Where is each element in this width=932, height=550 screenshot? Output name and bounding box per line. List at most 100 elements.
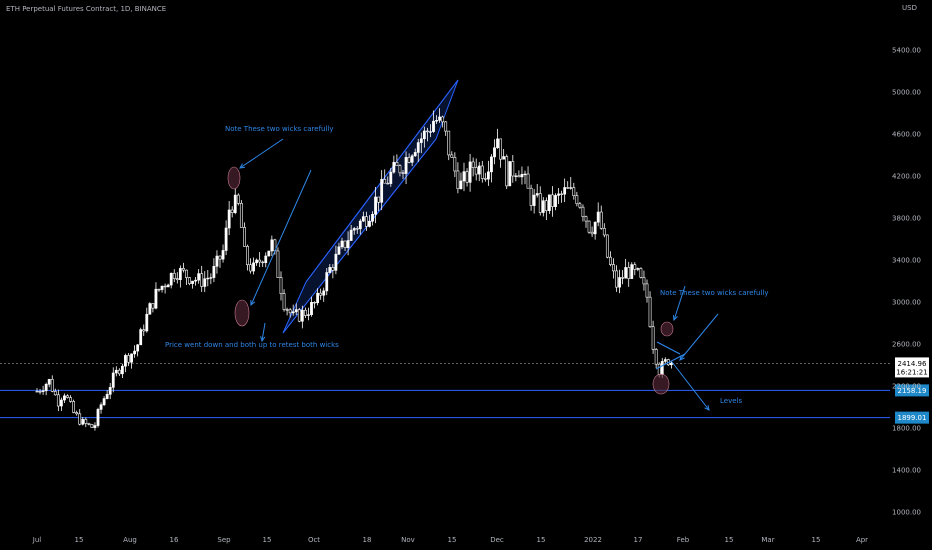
candle [517, 170, 521, 178]
candle [163, 283, 167, 294]
candle-body [227, 209, 231, 229]
candle [465, 168, 469, 187]
candle-body [279, 277, 283, 294]
candle-body [499, 138, 503, 160]
candle-body [395, 162, 399, 166]
candle [56, 389, 60, 412]
candle-body [322, 290, 326, 296]
candle-body [425, 130, 429, 133]
candle-body [53, 391, 57, 396]
candle [563, 178, 567, 203]
candle [93, 422, 97, 431]
candle [66, 394, 69, 399]
candle [529, 184, 533, 211]
candle-body [175, 278, 179, 281]
candle [404, 151, 408, 185]
candle [435, 115, 438, 124]
y-tick-label: 1000.00 [892, 509, 921, 517]
candle [72, 399, 76, 414]
candle-body [148, 303, 152, 315]
candle-body [639, 268, 643, 278]
candle-body [535, 193, 539, 196]
candle-body [587, 220, 591, 233]
candle-body [352, 228, 356, 231]
candle [145, 307, 149, 333]
candle-body [188, 277, 191, 284]
candle-body [300, 309, 304, 322]
candle [401, 169, 405, 180]
candle [392, 155, 396, 174]
candle [541, 197, 545, 217]
candle-body [267, 250, 271, 257]
candle [124, 353, 127, 373]
candle [532, 188, 536, 214]
chart-title: ETH Perpetual Futures Contract, 1D, BINA… [6, 5, 167, 13]
candle [224, 220, 228, 256]
candle [328, 264, 332, 274]
candle-body [47, 379, 51, 385]
candle [651, 320, 655, 354]
candle [63, 393, 66, 403]
candle [602, 223, 606, 238]
candle [596, 202, 600, 227]
arrow-head [260, 336, 266, 343]
candle [133, 345, 137, 358]
candle-body [41, 390, 45, 392]
candle [81, 417, 85, 426]
candle [188, 276, 191, 286]
candle [108, 382, 112, 400]
candle [151, 303, 155, 313]
candle [236, 193, 240, 206]
price-level-badge [895, 384, 929, 397]
candle-body [432, 120, 435, 132]
candle-body [608, 256, 612, 265]
annotation-arrow [250, 169, 312, 306]
candle-body [130, 353, 133, 363]
candle [352, 226, 356, 235]
candle-body [435, 120, 438, 122]
candle-body [200, 273, 204, 287]
candle [438, 108, 442, 123]
candle [407, 153, 411, 164]
candle-body [291, 311, 295, 314]
candle [654, 348, 658, 369]
candle [47, 378, 51, 388]
candle-body [584, 216, 588, 222]
candle [663, 357, 667, 364]
candle-body [142, 329, 146, 332]
y-tick-label: 1800.00 [892, 425, 921, 433]
candle [261, 260, 265, 267]
candle [468, 154, 472, 192]
candle [300, 305, 304, 329]
candle-body [328, 267, 332, 273]
candle-body [233, 194, 237, 213]
candle [212, 258, 216, 283]
candle [75, 410, 79, 416]
candle-body [456, 170, 460, 190]
candle-body [239, 203, 243, 228]
candle [203, 271, 207, 293]
candle [462, 162, 466, 192]
candle [639, 267, 643, 279]
candle-body [337, 246, 341, 255]
candle-body [75, 412, 79, 415]
candle [69, 395, 72, 403]
candle [44, 382, 48, 396]
candle [358, 218, 362, 235]
candle-body [624, 267, 628, 279]
candle [191, 280, 194, 289]
candle [316, 288, 320, 306]
candle-body [349, 229, 353, 241]
candle-body [346, 240, 350, 248]
candle [337, 242, 341, 255]
candle-body [297, 309, 301, 322]
candle-body [182, 268, 185, 271]
candle [578, 202, 582, 209]
arrow-head [679, 355, 685, 361]
candle-body [547, 194, 551, 211]
candle [496, 128, 499, 149]
x-tick-label: Oct [308, 536, 320, 544]
candle-body [593, 221, 597, 235]
candle-body [511, 161, 515, 177]
